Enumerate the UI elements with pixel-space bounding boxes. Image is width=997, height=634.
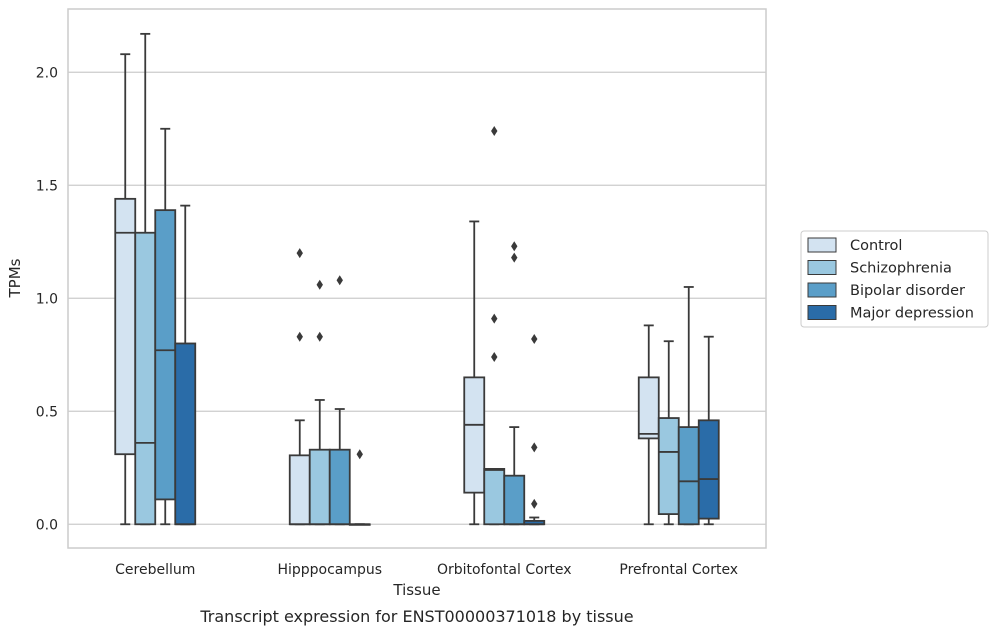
box-2-2 xyxy=(503,241,526,526)
x-tick-label: Cerebellum xyxy=(115,562,195,578)
y-tick-label: 1.0 xyxy=(36,291,58,307)
legend-label: Control xyxy=(850,238,902,254)
outlier-point xyxy=(296,248,303,259)
outlier-point xyxy=(356,449,363,460)
y-tick-label: 1.5 xyxy=(36,178,58,194)
x-tick-label: Hipppocampus xyxy=(277,562,382,578)
legend-swatch xyxy=(807,237,837,253)
boxes xyxy=(114,32,720,526)
x-axis-title: Tissue xyxy=(392,581,440,599)
box-1-1 xyxy=(308,279,331,526)
box-iqr xyxy=(697,419,720,520)
box-2-0 xyxy=(463,220,486,526)
box-iqr xyxy=(308,448,331,526)
outlier-point xyxy=(531,442,538,453)
box-iqr xyxy=(288,454,311,526)
legend-label: Schizophrenia xyxy=(850,261,952,277)
box-iqr xyxy=(657,417,680,516)
outlier-point xyxy=(296,331,303,342)
outlier-point xyxy=(491,313,498,324)
outlier-point xyxy=(531,498,538,509)
x-tick-labels: Cerebellum Hipppocampus Orbitofontal Corte… xyxy=(115,562,738,578)
y-tick-label: 2.0 xyxy=(36,65,58,81)
box-iqr xyxy=(677,426,700,526)
box-3-0 xyxy=(637,324,660,526)
box-iqr xyxy=(503,474,526,526)
y-tick-label: 0.5 xyxy=(36,404,58,420)
box-0-3 xyxy=(174,204,197,526)
outlier-point xyxy=(511,252,518,263)
box-iqr xyxy=(637,376,660,440)
x-tick-label: Prefrontal Cortex xyxy=(619,562,738,578)
legend: Control Schizophrenia Bipolar disorder Majo… xyxy=(800,230,989,328)
box-iqr xyxy=(174,342,197,526)
outlier-point xyxy=(491,126,498,137)
outlier-point xyxy=(491,352,498,363)
box-iqr xyxy=(114,197,137,456)
outlier-point xyxy=(511,241,518,252)
y-tick-labels: 0.0 0.5 1.0 1.5 2.0 xyxy=(36,65,58,533)
plot-frame xyxy=(67,8,767,549)
outlier-point xyxy=(336,275,343,286)
legend-swatch xyxy=(807,282,837,298)
legend-items: Control Schizophrenia Bipolar disorder Majo… xyxy=(807,237,974,322)
legend-swatch xyxy=(807,260,837,275)
outlier-point xyxy=(531,333,538,344)
outlier-point xyxy=(316,331,323,342)
box-1-2 xyxy=(328,275,351,526)
box-1-0 xyxy=(288,248,311,526)
chart-caption: Transcript expression for ENST0000037101… xyxy=(199,607,633,626)
box-1-3 xyxy=(348,449,371,526)
y-axis-title: TPMs xyxy=(6,258,24,298)
box-iqr xyxy=(154,209,177,501)
box-3-3 xyxy=(697,335,720,526)
box-0-0 xyxy=(114,53,137,526)
x-tick-label: Orbitofontal Cortex xyxy=(437,562,572,578)
box-2-3 xyxy=(523,333,546,526)
legend-label: Major depression xyxy=(850,306,974,322)
legend-swatch xyxy=(807,305,837,320)
box-iqr xyxy=(134,231,157,526)
y-tick-label: 0.0 xyxy=(36,517,58,533)
legend-frame xyxy=(800,230,989,328)
outlier-point xyxy=(316,279,323,290)
box-iqr xyxy=(463,376,486,494)
box-iqr xyxy=(328,448,351,526)
box-iqr xyxy=(483,468,506,526)
legend-label: Bipolar disorder xyxy=(850,283,965,299)
